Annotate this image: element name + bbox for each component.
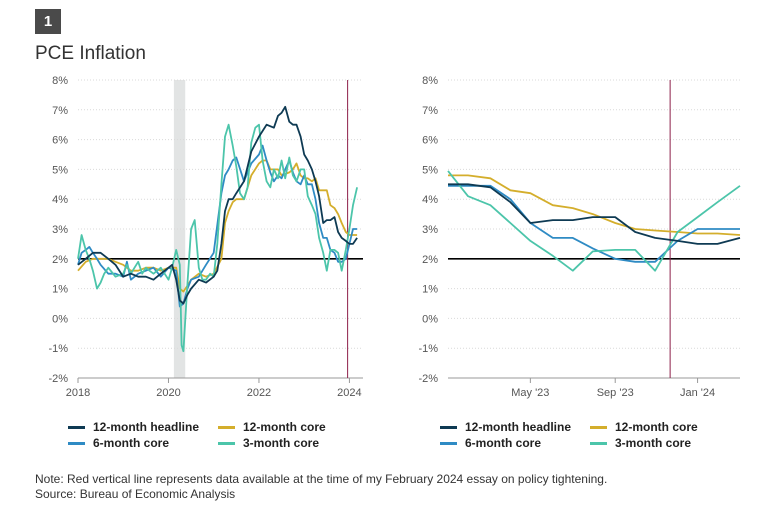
right-ytick-label: -1% [418, 343, 438, 355]
legend-swatch-headline [68, 425, 85, 429]
left-ytick-label: 7% [52, 105, 68, 117]
legend-swatch-headline-right [440, 425, 457, 429]
legend-label-headline: 12-month headline [93, 420, 200, 434]
left-ytick-label: 0% [52, 313, 68, 325]
left-xtick-label: 2020 [156, 387, 180, 399]
legend-label-core3-right: 3-month core [615, 436, 692, 450]
left-series-core3 [77, 123, 358, 353]
legend-label-core3: 3-month core [243, 436, 320, 450]
figure-number-badge: 1 [35, 9, 61, 34]
legend-swatch-core6 [68, 441, 85, 445]
legend-swatch-core3 [218, 441, 235, 445]
legend-label-core12-right: 12-month core [615, 420, 698, 434]
legend-swatch-core6-right [440, 441, 457, 445]
legend-item-core3-right: 3-month core [590, 436, 691, 450]
legend-item-core3: 3-month core [218, 436, 319, 450]
legend-swatch-core12 [218, 425, 235, 429]
right-ytick-label: 4% [422, 194, 438, 206]
source-text: Source: Bureau of Economic Analysis [35, 487, 236, 501]
chart-title: PCE Inflation [35, 43, 146, 64]
right-xtick-label: May '23 [511, 387, 549, 399]
left-series-core12 [77, 159, 358, 293]
right-ytick-label: 0% [422, 313, 438, 325]
right-ytick-label: 8% [422, 75, 438, 87]
legend-item-core12-right: 12-month core [590, 420, 698, 434]
right-series-core3 [447, 170, 741, 272]
left-shaded-region [173, 80, 186, 378]
right-series-core6 [448, 184, 740, 263]
legend-label-headline-right: 12-month headline [465, 420, 572, 434]
right-ytick-label: 6% [422, 135, 438, 147]
legend-label-core6: 6-month core [93, 436, 170, 450]
left-ytick-label: -2% [48, 373, 68, 385]
right-xtick-label: Jan '24 [680, 387, 715, 399]
legend-swatch-core3-right [590, 441, 607, 445]
legend-left: 12-month headline 12-month core 6-month … [68, 420, 368, 454]
right-ytick-label: 5% [422, 164, 438, 176]
left-xtick-label: 2022 [247, 387, 271, 399]
left-xtick-label: 2018 [66, 387, 90, 399]
legend-item-core6-right: 6-month core [440, 436, 541, 450]
legend-item-core6: 6-month core [68, 436, 169, 450]
left-ytick-label: -1% [48, 343, 68, 355]
left-ytick-label: 5% [52, 164, 68, 176]
legend-right: 12-month headline 12-month core 6-month … [440, 420, 740, 454]
left-ytick-label: 8% [52, 75, 68, 87]
left-ytick-label: 6% [52, 135, 68, 147]
note-text: Note: Red vertical line represents data … [35, 472, 608, 486]
legend-swatch-core12-right [590, 425, 607, 429]
left-ytick-label: 4% [52, 194, 68, 206]
legend-item-headline-right: 12-month headline [440, 420, 571, 434]
left-ytick-label: 2% [52, 254, 68, 266]
right-ytick-label: 1% [422, 284, 438, 296]
legend-item-headline: 12-month headline [68, 420, 199, 434]
legend-label-core12: 12-month core [243, 420, 326, 434]
right-ytick-label: 3% [422, 224, 438, 236]
legend-label-core6-right: 6-month core [465, 436, 542, 450]
right-series-core12 [448, 174, 741, 236]
right-ytick-label: -2% [418, 373, 438, 385]
right-ytick-label: 7% [422, 105, 438, 117]
left-ytick-label: 3% [52, 224, 68, 236]
chart-note: Note: Red vertical line represents data … [35, 472, 607, 502]
left-ytick-label: 1% [52, 284, 68, 296]
right-series-headline [448, 183, 741, 245]
right-ytick-label: 2% [422, 254, 438, 266]
left-series-headline [77, 105, 358, 305]
left-xtick-label: 2024 [337, 387, 361, 399]
right-xtick-label: Sep '23 [597, 387, 634, 399]
legend-item-core12: 12-month core [218, 420, 326, 434]
